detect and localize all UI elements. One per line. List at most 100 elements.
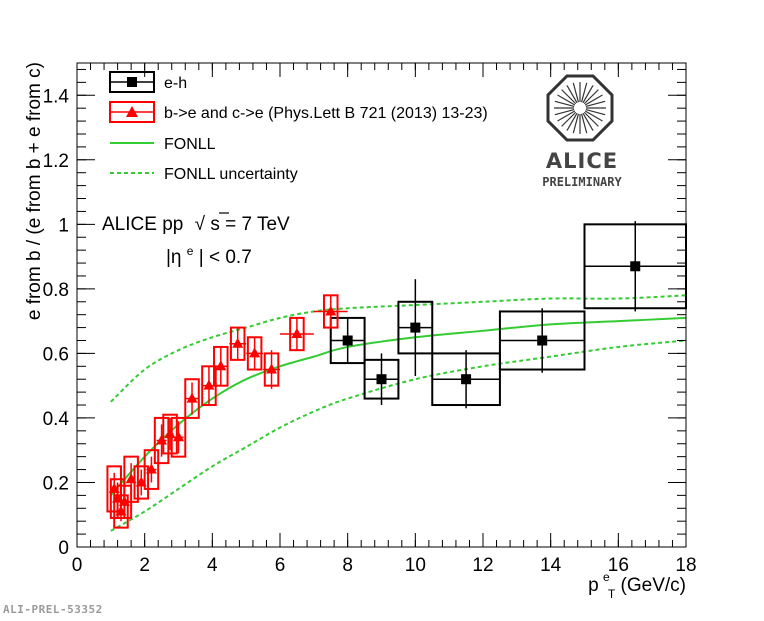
alice-logo-ray — [566, 112, 578, 131]
legend-fonll-label: FONLL — [164, 136, 216, 153]
bece-point — [162, 413, 178, 455]
legend-fonll-unc-label: FONLL uncertainty — [164, 166, 298, 183]
data-points — [106, 221, 687, 529]
alice-logo-ray — [561, 111, 577, 127]
bece-syst-box — [153, 416, 170, 465]
bece-syst-box — [143, 449, 160, 490]
annotation-s: s — [210, 214, 220, 235]
bece-point — [229, 326, 247, 361]
annotation-eta-sup: e — [187, 244, 194, 258]
bece-marker — [266, 363, 278, 374]
x-tick-label: 12 — [472, 555, 493, 576]
annotation-prefix: ALICE pp — [102, 214, 183, 235]
eh-marker — [376, 374, 387, 385]
annotation-eta-range: | < 0.7 — [199, 247, 252, 268]
x-tick-label: 18 — [675, 555, 696, 576]
eh-point — [329, 316, 366, 365]
legend-entry-fonll-uncertainty: FONLL uncertainty — [110, 166, 298, 183]
axis-ticks: 0 2 4 6 8 10 12 14 16 18 0 0.2 0.4 0.6 0.8 1 1.2 1.4 — [43, 63, 697, 576]
alice-logo: ALICE PRELIMINARY — [542, 74, 623, 189]
y-tick-label: 1.4 — [43, 86, 70, 107]
bece-point — [246, 336, 264, 371]
x-tick-label: 2 — [139, 555, 150, 576]
eh-marker — [461, 374, 472, 385]
y-tick-label: 0.8 — [43, 280, 69, 301]
eh-marker — [630, 261, 641, 272]
x-axis-title: p e T (GeV/c) — [588, 565, 686, 603]
x-axis-title-unit: (GeV/c) — [621, 575, 686, 596]
bece-marker — [249, 347, 261, 358]
bece-point — [280, 316, 314, 352]
legend-eh-label: e-h — [164, 75, 187, 92]
preliminary-id: ALI-PREL-53352 — [3, 603, 103, 616]
eh-marker — [342, 335, 353, 346]
bece-point — [184, 378, 200, 419]
bece-syst-box — [123, 455, 139, 503]
alice-logo-ray — [554, 108, 575, 116]
annotation-line1: ALICE pp √ s = 7 TeV — [102, 214, 290, 235]
x-tick-label: 8 — [342, 555, 353, 576]
alice-logo-ray — [585, 108, 606, 116]
y-tick-label: 0 — [58, 538, 69, 559]
eh-point — [498, 308, 586, 373]
fonll-lower-line — [110, 339, 686, 532]
annotation-line2: |η e | < 0.7 — [166, 239, 252, 268]
eh-point — [363, 353, 400, 406]
alice-logo-ray — [554, 100, 575, 108]
y-axis-title: e from b / (e from b + e from c) — [24, 62, 45, 320]
legend-entry-eh: e-h — [109, 71, 187, 93]
x-axis-title-sup: e — [603, 570, 610, 584]
y-tick-label: 0.4 — [43, 409, 70, 430]
annotation-sqrt: √ — [195, 214, 206, 235]
alice-logo-ray — [572, 113, 580, 134]
bece-point — [170, 416, 187, 458]
eh-point — [431, 350, 501, 409]
bece-marker — [325, 305, 337, 316]
x-tick-label: 4 — [207, 555, 218, 576]
bece-point — [153, 416, 170, 465]
bece-syst-box — [170, 416, 187, 458]
bece-marker — [186, 392, 198, 403]
bece-marker — [145, 463, 157, 474]
alice-logo-ray — [580, 113, 588, 134]
bece-marker — [291, 328, 303, 339]
bece-marker — [164, 428, 176, 439]
eh-point — [397, 279, 434, 376]
bece-syst-box — [113, 494, 129, 529]
alice-logo-ray — [583, 111, 599, 127]
legend-bece-marker — [126, 106, 138, 117]
alice-logo-ray — [572, 82, 580, 103]
bece-marker — [203, 379, 215, 390]
legend-bece-label: b->e and c->e (Phys.Lett B 721 (2013) 13… — [164, 105, 488, 122]
plot-frame — [76, 62, 687, 548]
alice-logo-ray — [580, 82, 588, 103]
bece-point — [313, 294, 348, 329]
alice-logo-ray — [557, 110, 576, 122]
alice-logo-ray — [584, 94, 603, 106]
bece-marker — [215, 360, 227, 371]
bece-marker — [232, 337, 244, 348]
legend-entry-fonll: FONLL — [110, 136, 216, 153]
alice-logo-ray — [582, 85, 594, 104]
alice-logo-ray — [557, 94, 576, 106]
legend-eh-marker — [127, 77, 137, 87]
annotation-eta: |η — [166, 247, 182, 268]
alice-logo-rays — [554, 82, 606, 134]
bece-point — [143, 449, 160, 490]
bece-marker — [173, 431, 184, 442]
y-tick-label: 0.2 — [43, 473, 69, 494]
alice-logo-ray — [584, 110, 603, 122]
bece-syst-box — [133, 465, 150, 500]
x-tick-label: 16 — [608, 555, 629, 576]
legend-entry-be-ce: b->e and c->e (Phys.Lett B 721 (2013) 13… — [109, 101, 488, 123]
bece-syst-box — [162, 413, 178, 455]
legend: e-h b->e and c->e (Phys.Lett B 721 (2013… — [109, 71, 488, 183]
x-tick-label: 6 — [275, 555, 286, 576]
alice-logo-subtext: PRELIMINARY — [542, 175, 622, 189]
bece-point — [213, 345, 229, 387]
alice-logo-ray — [585, 100, 606, 108]
alice-logo-ray — [582, 112, 594, 131]
x-tick-label: 0 — [72, 555, 83, 576]
bece-point — [263, 350, 280, 389]
alice-logo-text: ALICE — [546, 149, 618, 173]
